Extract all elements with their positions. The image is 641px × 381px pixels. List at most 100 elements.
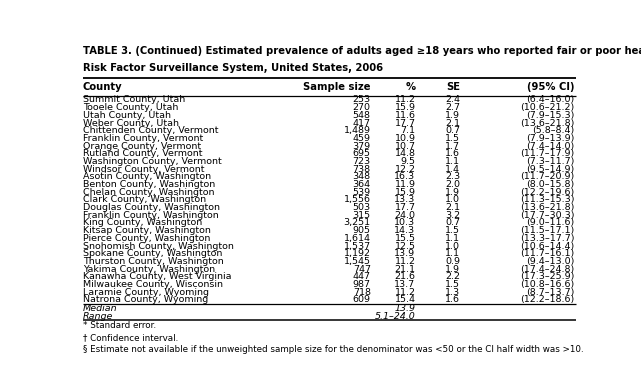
Text: 1,192: 1,192 <box>344 249 370 258</box>
Text: 738: 738 <box>353 165 370 174</box>
Text: Risk Factor Surveillance System, United States, 2006: Risk Factor Surveillance System, United … <box>83 63 383 73</box>
Text: Milwaukee County, Wisconsin: Milwaukee County, Wisconsin <box>83 280 222 289</box>
Text: 539: 539 <box>353 188 370 197</box>
Text: Pierce County, Washington: Pierce County, Washington <box>83 234 210 243</box>
Text: (13.6–21.8): (13.6–21.8) <box>520 118 574 128</box>
Text: Kanawha County, West Virginia: Kanawha County, West Virginia <box>83 272 231 281</box>
Text: 609: 609 <box>353 295 370 304</box>
Text: † Confidence interval.: † Confidence interval. <box>83 333 178 342</box>
Text: 253: 253 <box>353 96 370 104</box>
Text: 3.2: 3.2 <box>445 211 460 220</box>
Text: 2.4: 2.4 <box>445 96 460 104</box>
Text: 0.7: 0.7 <box>445 126 460 135</box>
Text: (11.7–20.9): (11.7–20.9) <box>520 172 574 181</box>
Text: Washington County, Vermont: Washington County, Vermont <box>83 157 221 166</box>
Text: 11.2: 11.2 <box>394 96 415 104</box>
Text: 417: 417 <box>353 118 370 128</box>
Text: 447: 447 <box>353 272 370 281</box>
Text: 21.1: 21.1 <box>394 264 415 274</box>
Text: 905: 905 <box>353 226 370 235</box>
Text: 1.3: 1.3 <box>445 288 460 297</box>
Text: 11.2: 11.2 <box>394 288 415 297</box>
Text: (7.9–15.3): (7.9–15.3) <box>526 111 574 120</box>
Text: Franklin County, Washington: Franklin County, Washington <box>83 211 219 220</box>
Text: 1,489: 1,489 <box>344 126 370 135</box>
Text: 11.2: 11.2 <box>394 257 415 266</box>
Text: 1.6: 1.6 <box>445 149 460 158</box>
Text: Chelan County, Washington: Chelan County, Washington <box>83 188 214 197</box>
Text: (8.0–15.8): (8.0–15.8) <box>526 180 574 189</box>
Text: 459: 459 <box>353 134 370 143</box>
Text: SE: SE <box>446 82 460 92</box>
Text: Thurston County, Washington: Thurston County, Washington <box>83 257 223 266</box>
Text: 695: 695 <box>353 149 370 158</box>
Text: (17.4–24.8): (17.4–24.8) <box>520 264 574 274</box>
Text: Summit County, Utah: Summit County, Utah <box>83 96 185 104</box>
Text: 3,251: 3,251 <box>344 218 370 227</box>
Text: (17.7–30.3): (17.7–30.3) <box>520 211 574 220</box>
Text: 15.9: 15.9 <box>394 188 415 197</box>
Text: (11.7–17.9): (11.7–17.9) <box>520 149 574 158</box>
Text: 10.9: 10.9 <box>394 134 415 143</box>
Text: Yakima County, Washington: Yakima County, Washington <box>83 264 215 274</box>
Text: Laramie County, Wyoming: Laramie County, Wyoming <box>83 288 208 297</box>
Text: 12.5: 12.5 <box>394 242 415 251</box>
Text: Rutland County, Vermont: Rutland County, Vermont <box>83 149 202 158</box>
Text: 379: 379 <box>353 142 370 150</box>
Text: 1.1: 1.1 <box>445 157 460 166</box>
Text: 0.7: 0.7 <box>445 218 460 227</box>
Text: 13.9: 13.9 <box>394 304 415 313</box>
Text: § Estimate not available if the unweighted sample size for the denominator was <: § Estimate not available if the unweight… <box>83 344 583 354</box>
Text: (9.4–13.0): (9.4–13.0) <box>526 257 574 266</box>
Text: 1.5: 1.5 <box>445 280 460 289</box>
Text: 11.9: 11.9 <box>394 180 415 189</box>
Text: Kitsap County, Washington: Kitsap County, Washington <box>83 226 210 235</box>
Text: 2.1: 2.1 <box>445 118 460 128</box>
Text: 1.1: 1.1 <box>445 249 460 258</box>
Text: 2.0: 2.0 <box>445 180 460 189</box>
Text: 1.0: 1.0 <box>445 195 460 204</box>
Text: (7.9–13.9): (7.9–13.9) <box>526 134 574 143</box>
Text: 1.9: 1.9 <box>445 111 460 120</box>
Text: 10.3: 10.3 <box>394 218 415 227</box>
Text: Chittenden County, Vermont: Chittenden County, Vermont <box>83 126 218 135</box>
Text: 2.3: 2.3 <box>445 172 460 181</box>
Text: 2.2: 2.2 <box>445 272 460 281</box>
Text: Franklin County, Vermont: Franklin County, Vermont <box>83 134 203 143</box>
Text: 15.5: 15.5 <box>394 234 415 243</box>
Text: 1,556: 1,556 <box>344 195 370 204</box>
Text: Weber County, Utah: Weber County, Utah <box>83 118 179 128</box>
Text: Natrona County, Wyoming: Natrona County, Wyoming <box>83 295 208 304</box>
Text: 1.5: 1.5 <box>445 226 460 235</box>
Text: 14.3: 14.3 <box>394 226 415 235</box>
Text: %: % <box>405 82 415 92</box>
Text: Snohomish County, Washington: Snohomish County, Washington <box>83 242 233 251</box>
Text: (10.6–21.2): (10.6–21.2) <box>520 103 574 112</box>
Text: Utah County, Utah: Utah County, Utah <box>83 111 171 120</box>
Text: 24.0: 24.0 <box>394 211 415 220</box>
Text: County: County <box>83 82 122 92</box>
Text: (95% CI): (95% CI) <box>527 82 574 92</box>
Text: (13.6–21.8): (13.6–21.8) <box>520 203 574 212</box>
Text: (10.8–16.6): (10.8–16.6) <box>520 280 574 289</box>
Text: Median: Median <box>83 304 117 313</box>
Text: 13.3: 13.3 <box>394 195 415 204</box>
Text: Douglas County, Washington: Douglas County, Washington <box>83 203 220 212</box>
Text: Tooele County, Utah: Tooele County, Utah <box>83 103 178 112</box>
Text: 14.8: 14.8 <box>394 149 415 158</box>
Text: Spokane County, Washington: Spokane County, Washington <box>83 249 222 258</box>
Text: (11.5–17.1): (11.5–17.1) <box>520 226 574 235</box>
Text: 1,537: 1,537 <box>344 242 370 251</box>
Text: (11.7–16.1): (11.7–16.1) <box>520 249 574 258</box>
Text: 16.3: 16.3 <box>394 172 415 181</box>
Text: 503: 503 <box>353 203 370 212</box>
Text: 0.9: 0.9 <box>445 257 460 266</box>
Text: (7.3–11.7): (7.3–11.7) <box>526 157 574 166</box>
Text: Orange County, Vermont: Orange County, Vermont <box>83 142 201 150</box>
Text: 17.7: 17.7 <box>394 118 415 128</box>
Text: King County, Washington: King County, Washington <box>83 218 202 227</box>
Text: TABLE 3. (Continued) Estimated prevalence of adults aged ≥18 years who reported : TABLE 3. (Continued) Estimated prevalenc… <box>83 46 641 56</box>
Text: 315: 315 <box>353 211 370 220</box>
Text: 1,545: 1,545 <box>344 257 370 266</box>
Text: (13.3–17.7): (13.3–17.7) <box>520 234 574 243</box>
